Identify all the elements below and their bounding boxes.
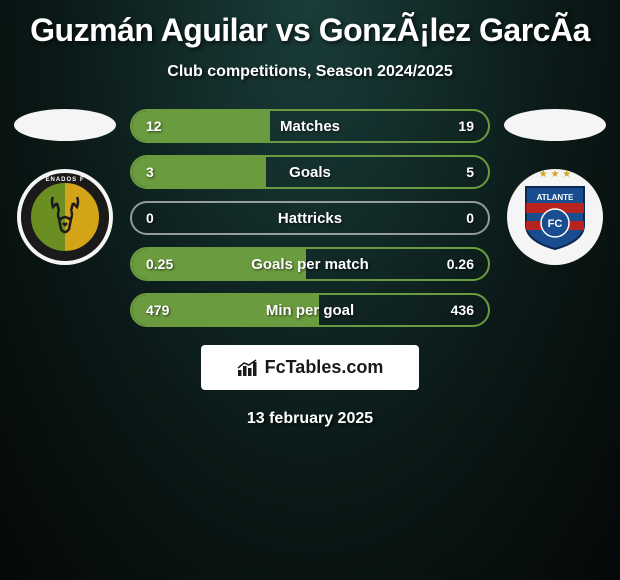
player-left-avatar — [14, 109, 116, 141]
stats-column: 12 Matches 19 3 Goals 5 0 Hattricks 0 0.… — [120, 109, 500, 339]
footer-date: 13 february 2025 — [0, 410, 620, 428]
stat-row-goals: 3 Goals 5 — [130, 155, 490, 189]
deer-icon — [45, 193, 85, 241]
stars-icon: ★ ★ ★ — [511, 169, 599, 180]
brand-attribution[interactable]: FcTables.com — [201, 345, 419, 390]
club-left-ring-text: ENADOS F — [21, 177, 109, 183]
stat-row-matches: 12 Matches 19 — [130, 109, 490, 143]
stat-left-value: 479 — [146, 302, 169, 318]
chart-icon — [237, 359, 259, 377]
stat-label: Min per goal — [266, 302, 354, 319]
stat-right-value: 5 — [466, 164, 474, 180]
stat-row-goals-per-match: 0.25 Goals per match 0.26 — [130, 247, 490, 281]
stat-right-value: 0.26 — [447, 256, 474, 272]
stat-label: Goals per match — [251, 256, 369, 273]
stat-label: Hattricks — [278, 210, 342, 227]
stat-left-value: 0 — [146, 210, 154, 226]
stat-left-value: 12 — [146, 118, 162, 134]
stat-row-min-per-goal: 479 Min per goal 436 — [130, 293, 490, 327]
stat-right-value: 0 — [466, 210, 474, 226]
stat-left-value: 0.25 — [146, 256, 173, 272]
stat-right-value: 19 — [458, 118, 474, 134]
club-logo-left: ENADOS F — [17, 169, 113, 265]
player-right-avatar — [504, 109, 606, 141]
stat-row-hattricks: 0 Hattricks 0 — [130, 201, 490, 235]
page-subtitle: Club competitions, Season 2024/2025 — [0, 63, 620, 81]
club-logo-right: ★ ★ ★ ATLANTE FC — [507, 169, 603, 265]
brand-text: FcTables.com — [265, 357, 384, 378]
player-right-column: ★ ★ ★ ATLANTE FC — [500, 109, 610, 265]
stat-right-value: 436 — [451, 302, 474, 318]
stat-left-value: 3 — [146, 164, 154, 180]
svg-text:ATLANTE: ATLANTE — [537, 193, 574, 202]
stat-label: Matches — [280, 118, 340, 135]
stat-label: Goals — [289, 164, 331, 181]
player-left-column: ENADOS F — [10, 109, 120, 265]
shield-icon: ATLANTE FC — [524, 183, 586, 251]
comparison-area: ENADOS F 12 Matches 19 3 Goals 5 0 Hattr — [0, 109, 620, 339]
page-title: Guzmán Aguilar vs GonzÃ¡lez GarcÃ­a — [0, 0, 620, 49]
svg-text:FC: FC — [548, 218, 563, 230]
